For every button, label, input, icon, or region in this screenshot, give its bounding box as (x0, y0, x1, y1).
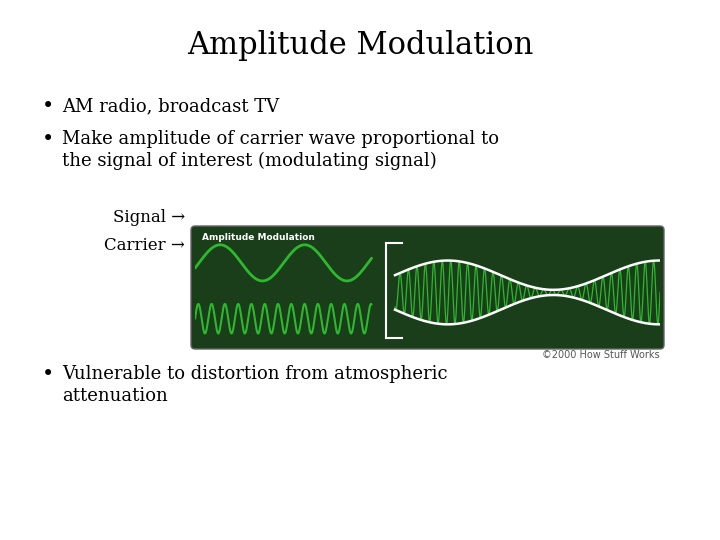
Text: Carrier →: Carrier → (104, 237, 185, 253)
Text: ©2000 How Stuff Works: ©2000 How Stuff Works (542, 350, 660, 360)
Text: Amplitude Modulation: Amplitude Modulation (202, 233, 315, 242)
Text: •: • (42, 130, 54, 149)
FancyBboxPatch shape (191, 226, 664, 349)
Text: Vulnerable to distortion from atmospheric: Vulnerable to distortion from atmospheri… (62, 365, 448, 383)
Text: attenuation: attenuation (62, 387, 168, 405)
Text: •: • (42, 97, 54, 116)
Text: •: • (42, 365, 54, 384)
Text: Make amplitude of carrier wave proportional to: Make amplitude of carrier wave proportio… (62, 130, 499, 148)
Text: Amplitude Modulation: Amplitude Modulation (186, 30, 534, 61)
Text: AM radio, broadcast TV: AM radio, broadcast TV (62, 97, 279, 115)
Text: Signal →: Signal → (113, 210, 185, 226)
Text: the signal of interest (modulating signal): the signal of interest (modulating signa… (62, 152, 437, 170)
